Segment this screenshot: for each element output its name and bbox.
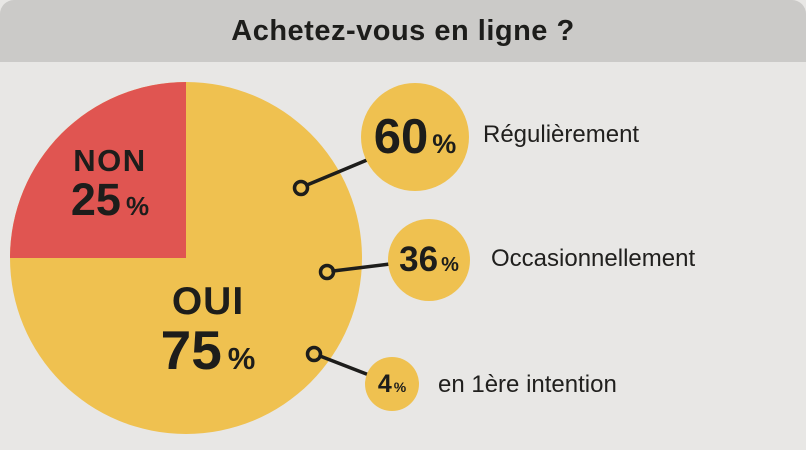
pie-slice-non [10,82,186,258]
callout-percent-sign-3: % [393,379,407,395]
callout-percent-sign-2: % [441,254,459,276]
callout-bubble-occasionnellement: 36% [388,219,470,301]
page-title: Achetez-vous en ligne ? [231,14,575,47]
oui-percent-sign: % [227,341,256,376]
slice-label-non: NON [73,143,147,178]
slice-value-non: 25% [30,174,190,226]
callout-label-occasionnellement: Occasionnellement [491,245,696,272]
callout-anchor-dot-1 [292,179,310,197]
non-percent-sign: % [125,191,150,221]
callout-anchor-dot-3 [305,345,323,363]
slice-label-oui: OUI [171,280,245,323]
callout-line-1 [305,158,369,187]
callout-line-3 [318,354,371,377]
slice-value-oui: 75% [108,318,308,382]
callout-value-2: 36 [399,240,439,279]
callout-value-3: 4 [377,370,392,398]
title-banner: Achetez-vous en ligne ? [0,0,806,62]
callout-line-2 [331,262,392,273]
callout-label-regulierement: Régulièrement [483,121,640,148]
callout-value-1: 60 [373,110,429,164]
callout-label-premiere-intention: en 1ère intention [438,371,617,398]
callout-bubble-regulierement: 60% [361,83,469,191]
callout-percent-sign-1: % [432,129,457,159]
callout-bubble-premiere-intention: 4% [365,357,419,411]
oui-percent-number: 75 [160,319,222,381]
non-percent-number: 25 [70,174,121,225]
callout-anchor-dot-2 [318,263,336,281]
